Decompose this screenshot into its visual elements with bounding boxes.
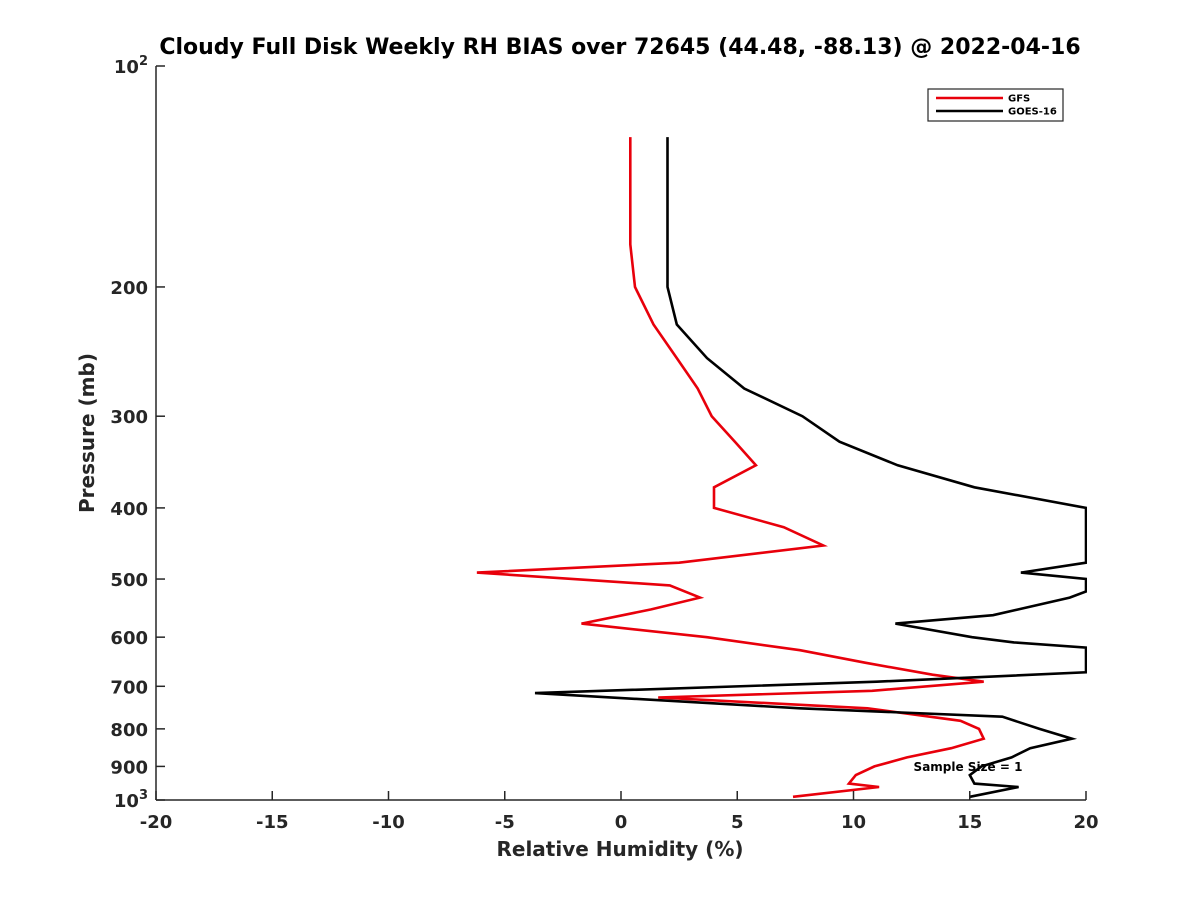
sample-size-annotation: Sample Size = 1 (914, 760, 1023, 774)
y-tick-label: 600 (110, 628, 148, 649)
y-tick-label: 102 (114, 54, 148, 78)
x-tick-label: 5 (731, 812, 744, 833)
x-tick-label: 20 (1073, 812, 1098, 833)
y-tick-label: 400 (110, 499, 148, 520)
y-axis-label: Pressure (mb) (75, 353, 99, 513)
x-tick-label: -5 (495, 812, 515, 833)
x-tick-label: 0 (615, 812, 628, 833)
y-tick-label: 900 (110, 757, 148, 778)
y-tick-label: 200 (110, 278, 148, 299)
y-ticks: 102 200 300 400 500 600 700 800 900 103 (110, 54, 165, 812)
legend: GFS GOES-16 (927, 88, 1064, 122)
y-tick-label: 300 (110, 407, 148, 428)
x-tick-label: -10 (372, 812, 405, 833)
x-axis-label: Relative Humidity (%) (496, 837, 743, 861)
series-layer (476, 137, 1087, 799)
chart-title: Cloudy Full Disk Weekly RH BIAS over 726… (159, 35, 1080, 60)
y-tick-label: 700 (110, 677, 148, 698)
y-tick-label: 103 (114, 788, 148, 812)
legend-box (927, 88, 1064, 122)
series-line-gfs (476, 137, 986, 799)
x-tick-label: 10 (841, 812, 866, 833)
x-tick-label: -20 (140, 812, 173, 833)
series-line-goes-16 (534, 137, 1087, 799)
legend-label-goes16: GOES-16 (1008, 107, 1057, 118)
x-tick-label: 15 (957, 812, 982, 833)
y-tick-label: 800 (110, 720, 148, 741)
x-tick-label: -15 (256, 812, 289, 833)
legend-label-gfs: GFS (1008, 94, 1030, 105)
x-ticks: -20 -15 -10 -5 0 5 10 15 20 (140, 791, 1099, 833)
y-tick-label: 500 (110, 570, 148, 591)
